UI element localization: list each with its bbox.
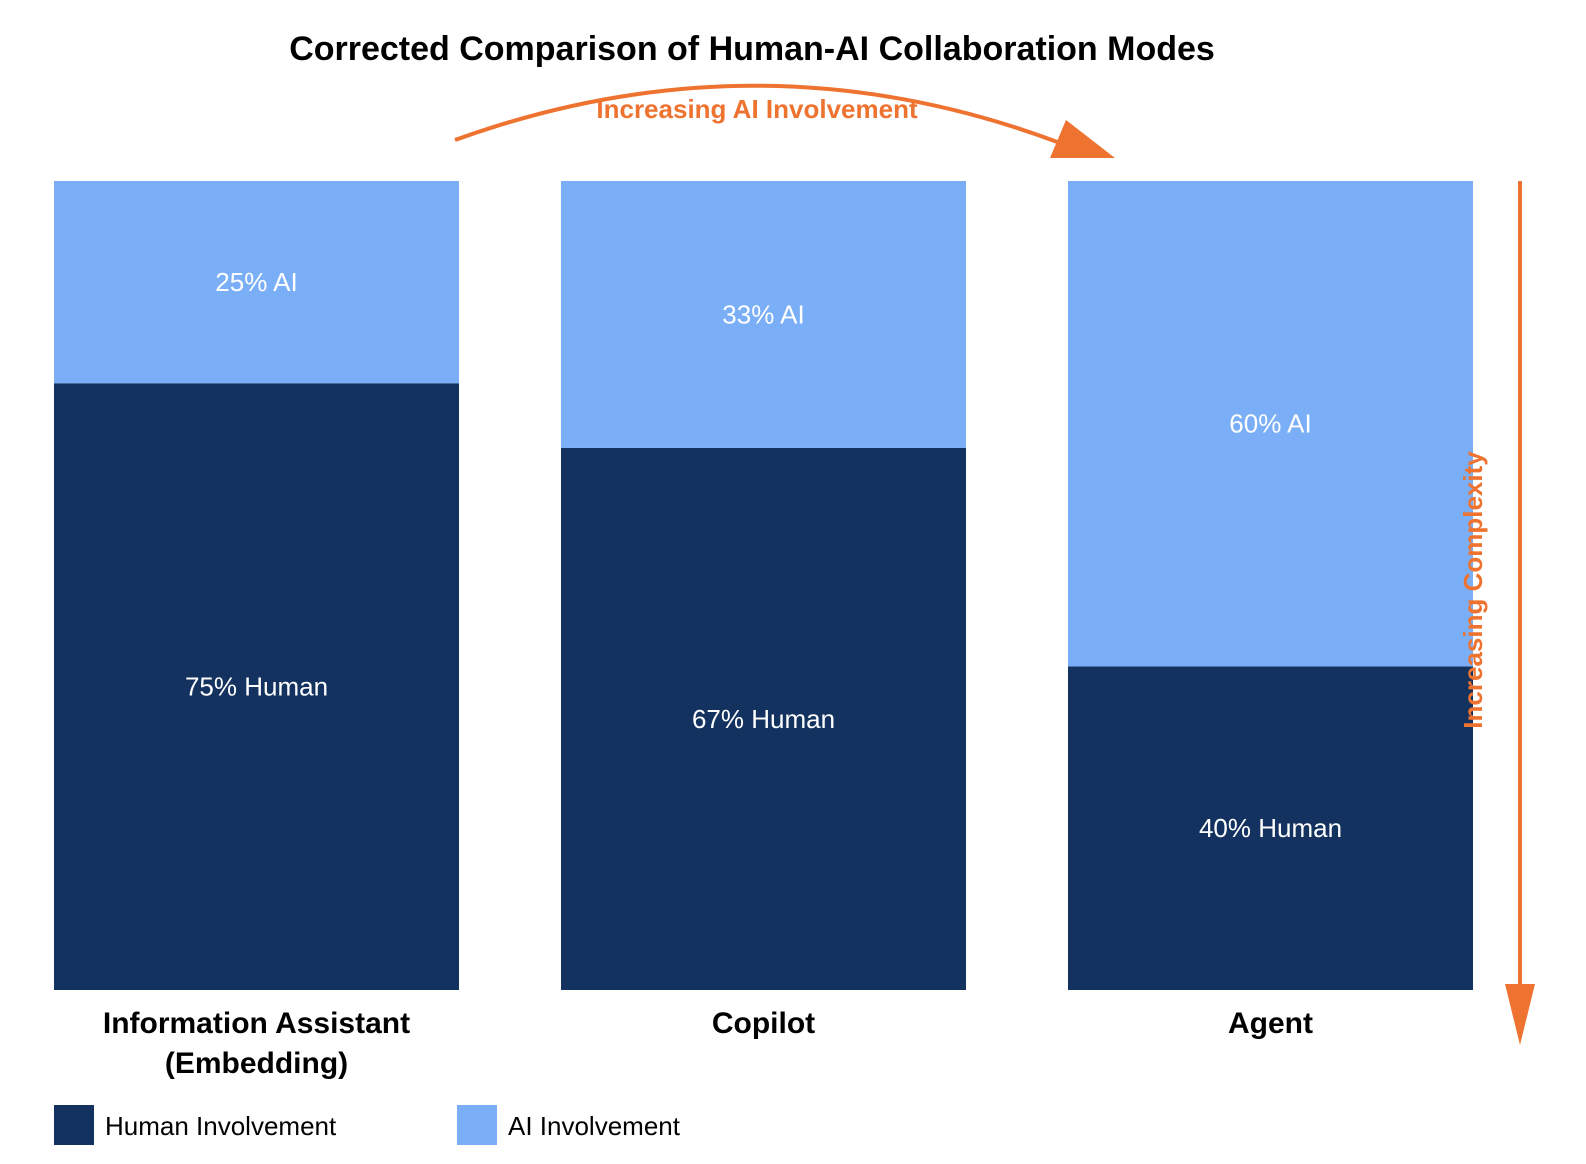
bar-label-ai-1: 33% AI [722,299,804,329]
bar-label-ai-2: 60% AI [1229,409,1311,439]
bar-segment-human-2 [1068,666,1473,990]
category-label-1: Copilot [712,1007,815,1040]
bars: 75% Human 25% AI 67% Human 33% AI 40% Human 6… [54,181,1473,991]
bar-segment-ai-2 [1068,181,1473,667]
ai-involvement-arrow-line [454,83,1061,145]
ai-involvement-label: Increasing AI Involvement [596,94,918,124]
complexity-arrow-head [1505,984,1535,1045]
category-label-0-line-0: Information Assistant [103,1007,410,1040]
legend-swatch-ai [457,1105,497,1145]
bar-label-human-0: 75% Human [185,672,328,702]
bar-segment-human-0 [54,383,459,990]
ai-involvement-arrow: Increasing AI Involvement [454,83,1115,158]
bar-label-human-2: 40% Human [1199,813,1342,843]
legend-swatch-human [54,1105,94,1145]
legend: Human Involvement AI Involvement [54,1105,681,1145]
bar-label-ai-0: 25% AI [215,267,297,297]
legend-label-human: Human Involvement [105,1111,337,1141]
bar-label-human-1: 67% Human [692,704,835,734]
bar-segment-human-1 [561,447,966,991]
bar-segment-ai-1 [561,181,966,448]
bar-segment-ai-0 [54,181,459,384]
category-label-2: Agent [1228,1007,1313,1040]
category-labels: Information Assistant (Embedding) Copilot A… [103,1007,1313,1080]
chart-title: Corrected Comparison of Human-AI Collabo… [289,30,1215,68]
category-label-0-line-1: (Embedding) [165,1047,348,1080]
legend-label-ai: AI Involvement [508,1111,681,1141]
complexity-label: Increasing Complexity [1458,451,1488,729]
ai-involvement-arrow-head [1050,120,1115,158]
complexity-arrow: Increasing Complexity [1458,181,1535,1045]
